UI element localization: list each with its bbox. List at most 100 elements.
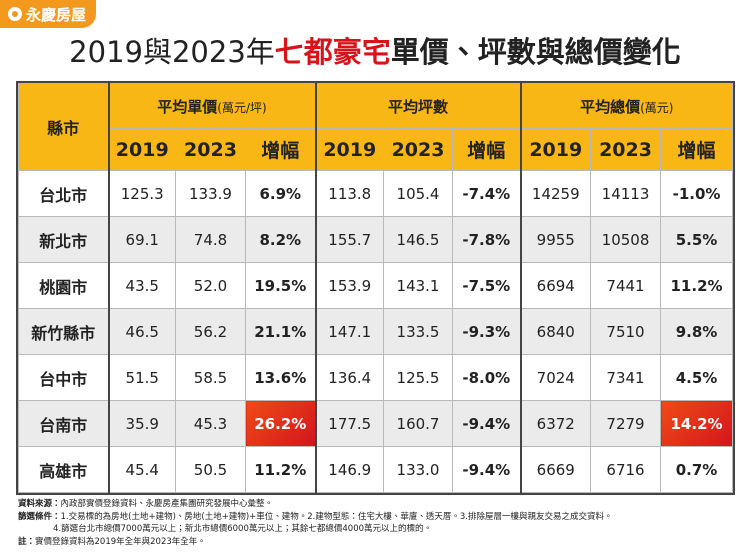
- value-cell: 5.5%: [660, 216, 734, 263]
- value-cell: 155.7: [314, 216, 385, 263]
- note-line: 資料來源：內政部實價登錄資料、永慶房產集團研究發展中心彙整。: [18, 498, 612, 511]
- value-cell: 50.5: [175, 446, 246, 493]
- table-row: 台北市 125.3 133.9 6.9% 113.8 105.4 -7.4% 14259 141…: [18, 170, 734, 217]
- value-cell: 9.8%: [660, 308, 734, 355]
- value-cell: 146.9: [314, 446, 385, 493]
- value-cell: 7510: [590, 308, 662, 355]
- value-cell: 7279: [590, 400, 662, 447]
- note-line: 篩選條件：1.交易標的為房地(土地+建物)、房地(土地+建物)+車位、建物。2.…: [18, 511, 612, 524]
- group-header: 平均單價(萬元/坪): [107, 83, 317, 129]
- sub-header: 2023: [175, 128, 246, 171]
- value-cell: -7.5%: [452, 262, 522, 309]
- value-cell: 45.3: [175, 400, 246, 447]
- value-cell: 35.9: [107, 400, 176, 447]
- value-cell: 113.8: [314, 170, 385, 217]
- value-cell: 125.3: [107, 170, 176, 217]
- note-line: 註：實價登錄資料為2019年全年與2023年全年。: [18, 536, 612, 549]
- value-cell: 56.2: [175, 308, 246, 355]
- note-text: 1.交易標的為房地(土地+建物)、房地(土地+建物)+車位、建物。2.建物型態：…: [60, 511, 613, 522]
- value-cell: -1.0%: [660, 170, 734, 217]
- value-cell: 133.0: [383, 446, 454, 493]
- value-cell: 9955: [519, 216, 592, 263]
- group-header: 平均坪數: [314, 83, 522, 129]
- value-cell: 6669: [519, 446, 592, 493]
- header-row: 縣市 平均單價(萬元/坪) 平均坪數 平均總價(萬元): [18, 83, 734, 171]
- value-cell: -8.0%: [452, 354, 522, 401]
- value-cell: 26.2%: [244, 400, 317, 447]
- table-row: 新竹縣市 46.5 56.2 21.1% 147.1 133.5 -9.3% 6840 7510…: [18, 308, 734, 355]
- sub-header: 增幅: [452, 128, 522, 171]
- table-row: 台南市 35.9 45.3 26.2% 177.5 160.7 -9.4% 6372 7279 1…: [18, 400, 734, 447]
- value-cell: 125.5: [383, 354, 454, 401]
- value-cell: 7341: [590, 354, 662, 401]
- title: 2019與2023年七都豪宅單價、坪數與總價變化: [0, 30, 750, 74]
- notes: 資料來源：內政部實價登錄資料、永慶房產集團研究發展中心彙整。 篩選條件：1.交易標…: [18, 498, 612, 548]
- note-label: 註：: [18, 536, 36, 547]
- city-cell: 台中市: [18, 354, 109, 401]
- value-cell: 177.5: [314, 400, 385, 447]
- value-cell: 11.2%: [660, 262, 734, 309]
- value-cell: 6694: [519, 262, 592, 309]
- value-cell: 46.5: [107, 308, 176, 355]
- value-cell: 21.1%: [244, 308, 317, 355]
- title-part: 單價、坪數與總價變化: [390, 35, 681, 69]
- logo-text: 永慶房屋: [26, 5, 87, 24]
- value-cell: 10508: [590, 216, 662, 263]
- value-cell: 6716: [590, 446, 662, 493]
- value-cell: -9.4%: [452, 400, 522, 447]
- note-label: 資料來源：: [18, 499, 61, 509]
- value-cell: 13.6%: [244, 354, 317, 401]
- value-cell: 143.1: [383, 262, 454, 309]
- value-cell: 45.4: [107, 446, 176, 493]
- value-cell: -7.4%: [452, 170, 522, 217]
- value-cell: 147.1: [314, 308, 385, 355]
- note-text: 實價登錄資料為2019年全年與2023年全年。: [35, 536, 206, 547]
- value-cell: 105.4: [383, 170, 454, 217]
- group-name: 平均總價: [580, 97, 641, 116]
- value-cell: 133.9: [175, 170, 246, 217]
- title-highlight: 七都豪宅: [274, 35, 391, 69]
- value-cell: 14113: [590, 170, 662, 217]
- city-cell: 台北市: [18, 170, 109, 217]
- group-unit: (萬元/坪): [217, 100, 267, 115]
- table-row: 台中市 51.5 58.5 13.6% 136.4 125.5 -8.0% 7024 7341 4…: [18, 354, 734, 401]
- value-cell: -9.3%: [452, 308, 522, 355]
- note-label: 篩選條件：: [18, 511, 61, 522]
- value-cell: 43.5: [107, 262, 176, 309]
- value-cell: 4.5%: [660, 354, 734, 401]
- table-row: 高雄市 45.4 50.5 11.2% 146.9 133.0 -9.4% 6669 6716 0…: [18, 446, 734, 493]
- value-cell: 6.9%: [244, 170, 317, 217]
- city-cell: 高雄市: [18, 446, 109, 493]
- value-cell: 74.8: [175, 216, 246, 263]
- value-cell: 136.4: [314, 354, 385, 401]
- sub-header: 2023: [383, 128, 454, 171]
- value-cell: 69.1: [107, 216, 176, 263]
- value-cell: 7441: [590, 262, 662, 309]
- value-cell: 14.2%: [660, 400, 734, 447]
- data-table: 縣市 平均單價(萬元/坪) 平均坪數 平均總價(萬元) 2019 2023 增幅 2019 20…: [15, 81, 736, 495]
- city-cell: 台南市: [18, 400, 109, 447]
- group-unit: (萬元): [640, 100, 674, 115]
- title-part: 2019與2023年: [69, 35, 275, 69]
- value-cell: 160.7: [383, 400, 454, 447]
- value-cell: 146.5: [383, 216, 454, 263]
- note-text: 4.篩選台北市總價7000萬元以上；新北市總價6000萬元以上；其餘七都總價40…: [53, 524, 433, 534]
- group-name: 平均坪數: [388, 97, 449, 116]
- table-row: 桃園市 43.5 52.0 19.5% 153.9 143.1 -7.5% 6694 7441 1…: [18, 262, 734, 309]
- value-cell: 133.5: [383, 308, 454, 355]
- sub-header: 2019: [107, 128, 176, 171]
- value-cell: 52.0: [175, 262, 246, 309]
- sub-header: 2019: [519, 128, 592, 171]
- value-cell: -7.8%: [452, 216, 522, 263]
- logo: 永慶房屋: [0, 0, 96, 28]
- corner-header: 縣市: [18, 83, 109, 171]
- note-line: 4.篩選台北市總價7000萬元以上；新北市總價6000萬元以上；其餘七都總價40…: [18, 523, 612, 536]
- header-row: 2019 2023 增幅 2019 2023 增幅 2019 2023 增幅: [19, 128, 734, 171]
- value-cell: 8.2%: [244, 216, 317, 263]
- city-cell: 新北市: [18, 216, 109, 263]
- value-cell: 0.7%: [660, 446, 734, 493]
- group-header: 平均總價(萬元): [519, 83, 734, 129]
- sub-header: 2023: [590, 128, 662, 171]
- logo-icon: [8, 7, 22, 21]
